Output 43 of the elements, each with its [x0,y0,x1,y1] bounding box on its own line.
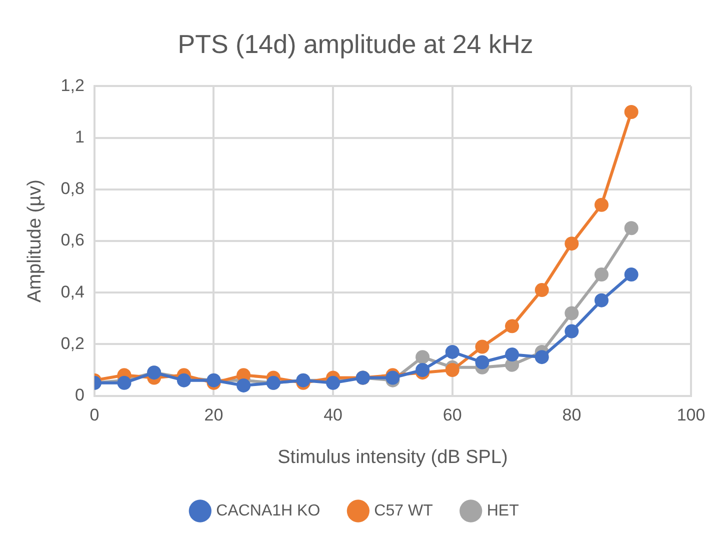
legend-label: CACNA1H KO [216,502,320,520]
point [386,370,400,385]
y-tick-label: 0,2 [60,334,84,353]
x-tick-label: 40 [324,406,343,425]
point [505,319,520,334]
point [564,324,579,338]
point [624,105,638,119]
y-axis-title: Amplitude (µv) [24,180,46,302]
y-tick-label: 0,4 [60,282,84,302]
legend-label: HET [486,502,520,520]
x-tick-label: 60 [442,406,462,425]
point [594,268,609,282]
legend-label: C57 WT [374,502,434,520]
chart-title: PTS (14d) amplitude at 24 kHz [178,28,534,59]
x-tick-label: 100 [676,406,706,425]
y-tick-label: 0,6 [60,230,84,250]
point [176,373,191,388]
x-tick-label: 80 [562,406,582,425]
point [534,283,549,298]
x-axis-title: Stimulus intensity (dB SPL) [278,446,508,468]
point [445,363,460,377]
point [564,236,579,251]
point [236,378,251,392]
point [445,344,460,359]
point [416,350,430,364]
point [505,348,520,362]
x-tick-label: 20 [204,406,224,425]
point [594,198,609,212]
point [475,340,490,354]
point [624,221,638,236]
point [564,306,579,320]
point [326,376,340,390]
y-tick-label: 0,8 [60,179,84,198]
point [475,355,490,370]
point [624,268,638,282]
point [117,376,132,390]
x-tick-label: 0 [90,406,100,425]
y-tick-label: 0 [74,385,84,404]
y-tick-label: 1 [74,127,84,146]
point [594,293,609,308]
y-tick-label: 1,2 [60,76,84,95]
point [416,363,430,377]
point [534,350,549,364]
